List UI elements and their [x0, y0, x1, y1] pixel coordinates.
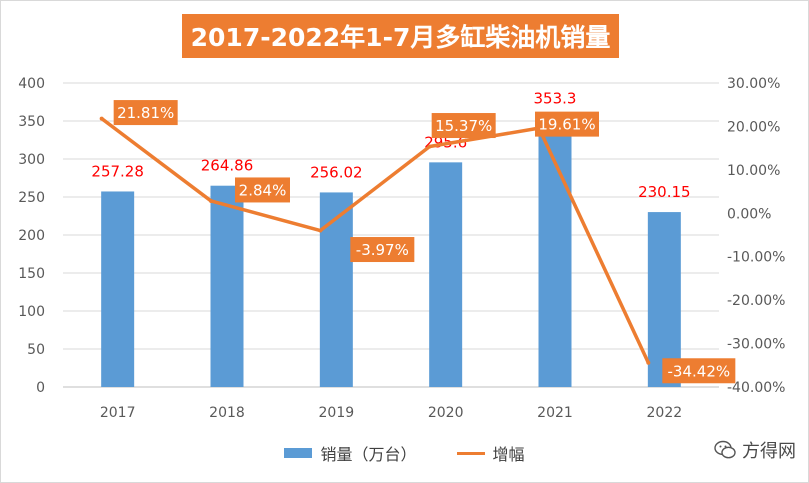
legend-label-sales: 销量（万台）	[320, 445, 417, 464]
y-right-tick-label: 20.00%	[727, 119, 780, 135]
growth-label-box	[113, 100, 178, 126]
growth-point	[209, 198, 213, 203]
wechat-icon	[714, 440, 736, 459]
y-right-tick-label: -40.00%	[727, 380, 785, 396]
legend-entry-sales: 销量（万台）	[284, 441, 417, 465]
y-left-tick-label: 250	[18, 190, 45, 206]
growth-data-label: 19.61%	[538, 116, 595, 134]
bar-data-label: 257.28	[91, 162, 144, 180]
watermark-text: 方得网	[742, 441, 796, 462]
y-right-tick-label: 30.00%	[727, 76, 780, 92]
growth-point	[318, 228, 323, 233]
bar	[429, 162, 463, 387]
y-right-tick-label: 0.00%	[727, 206, 771, 222]
growth-line	[100, 117, 650, 364]
y-left-tick-label: 50	[27, 342, 45, 358]
chart-title: 2017-2022年1-7月多缸柴油机销量	[182, 14, 619, 58]
watermark: 方得网	[714, 437, 796, 463]
x-tick-label: 2017	[100, 405, 136, 421]
bar-data-label: 256.02	[310, 163, 363, 181]
growth-point	[99, 116, 104, 121]
bar	[210, 185, 244, 387]
bar	[319, 192, 353, 387]
y-left-tick-label: 200	[18, 228, 45, 244]
growth-data-label: 2.84%	[239, 181, 287, 199]
growth-label-box	[662, 358, 736, 384]
legend-entry-growth: 增幅	[456, 441, 525, 465]
y-right-tick-label: -10.00%	[727, 250, 785, 266]
y-right-tick-label: 10.00%	[727, 163, 780, 179]
legend-swatch-bar	[284, 448, 313, 458]
growth-label-box	[235, 177, 290, 203]
x-tick-label: 2021	[537, 405, 573, 421]
y-left-tick-label: 400	[18, 76, 45, 92]
x-tick-label: 2020	[428, 405, 464, 421]
chart-title-text: 2017-2022年1-7月多缸柴油机销量	[190, 23, 611, 52]
bar-data-label: 230.15	[638, 183, 691, 201]
y-left-tick-label: 350	[18, 114, 45, 130]
growth-data-label: -34.42%	[668, 362, 731, 380]
y-left-tick-label: 100	[18, 304, 45, 320]
legend-label-growth: 增幅	[492, 445, 525, 464]
bar-data-label: 353.3	[534, 89, 577, 107]
legend: 销量（万台） 增幅	[1, 441, 808, 465]
growth-point	[427, 144, 432, 149]
growth-label-box	[350, 237, 415, 263]
growth-data-label: 21.81%	[117, 104, 174, 122]
x-tick-label: 2022	[647, 405, 683, 421]
bar	[101, 191, 135, 387]
y-left-tick-label: 150	[18, 266, 45, 282]
y-right-tick-label: -30.00%	[727, 337, 785, 353]
growth-label-box	[535, 111, 599, 137]
bar-data-label: 264.86	[201, 157, 254, 175]
y-right-tick-label: -20.00%	[727, 293, 785, 309]
growth-label-box	[431, 113, 496, 139]
growth-data-label: -3.97%	[356, 241, 409, 259]
y-left-tick-label: 300	[18, 152, 45, 168]
growth-point	[646, 360, 651, 365]
y-left-tick-label: 0	[36, 380, 45, 396]
growth-data-label: 15.37%	[435, 117, 492, 135]
bar	[647, 212, 681, 387]
x-tick-label: 2019	[319, 405, 355, 421]
legend-swatch-line	[456, 451, 485, 455]
x-tick-label: 2018	[209, 405, 245, 421]
